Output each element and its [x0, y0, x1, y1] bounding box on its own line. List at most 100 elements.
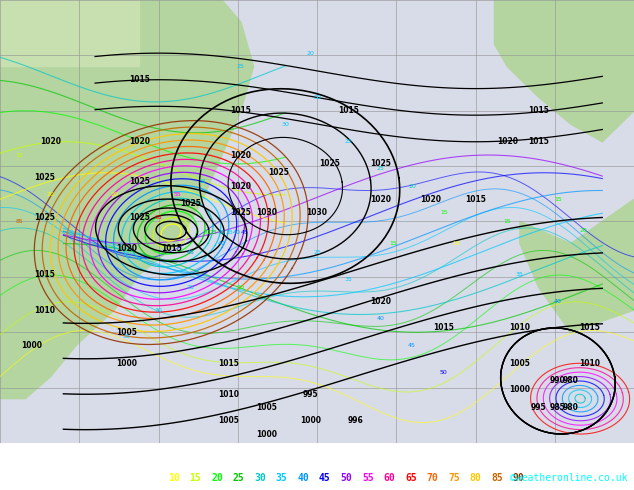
Text: 85: 85: [15, 219, 23, 224]
Text: 85: 85: [491, 473, 503, 483]
Text: Surface pressure [hPa] ECMWF: Surface pressure [hPa] ECMWF: [6, 448, 174, 459]
Text: 1020: 1020: [230, 181, 252, 191]
Text: 45: 45: [240, 230, 248, 235]
Text: 20: 20: [47, 193, 55, 197]
Text: 45: 45: [319, 473, 331, 483]
Text: 1005: 1005: [510, 359, 530, 368]
Text: 990: 990: [550, 376, 566, 386]
Text: 1025: 1025: [34, 172, 55, 182]
Text: 1015: 1015: [34, 270, 55, 279]
Text: 20: 20: [237, 285, 245, 291]
Text: 35: 35: [516, 272, 524, 277]
Text: 1020: 1020: [230, 150, 252, 160]
Text: 10: 10: [168, 473, 180, 483]
Text: 1020: 1020: [370, 195, 391, 204]
Text: 1020: 1020: [40, 137, 61, 146]
Text: 1000: 1000: [300, 416, 321, 425]
Text: 1020: 1020: [370, 297, 391, 306]
Text: 35: 35: [225, 230, 233, 235]
Text: 1025: 1025: [269, 168, 289, 177]
Text: 20: 20: [307, 50, 314, 56]
Text: 70: 70: [427, 473, 439, 483]
Text: 25: 25: [237, 64, 245, 69]
Text: 1015: 1015: [434, 323, 454, 332]
Polygon shape: [520, 199, 634, 332]
Text: 45: 45: [408, 343, 416, 348]
Text: 25: 25: [345, 139, 353, 144]
Text: 1025: 1025: [320, 159, 340, 169]
Text: Tu 28-05-2024 12:00 UTC (00+36): Tu 28-05-2024 12:00 UTC (00+36): [442, 448, 628, 459]
Text: 40: 40: [377, 317, 384, 321]
Text: 1020: 1020: [496, 137, 518, 146]
Text: 20: 20: [202, 230, 210, 235]
Text: 1030: 1030: [256, 208, 277, 217]
Text: 45: 45: [186, 250, 194, 255]
Text: 15: 15: [503, 219, 511, 224]
Text: 1015: 1015: [231, 106, 251, 115]
Text: 1020: 1020: [420, 195, 442, 204]
Text: 1025: 1025: [231, 208, 251, 217]
Text: Isotachs 10m (km/h): Isotachs 10m (km/h): [6, 473, 120, 483]
Text: 25: 25: [210, 230, 217, 235]
Text: 10: 10: [15, 152, 23, 158]
Text: 1010: 1010: [509, 323, 531, 332]
Text: 1025: 1025: [180, 199, 200, 208]
Text: 985: 985: [550, 403, 566, 412]
Text: 20: 20: [579, 228, 587, 233]
Text: 1015: 1015: [529, 106, 549, 115]
Text: 40: 40: [218, 241, 226, 246]
Text: 1005: 1005: [256, 403, 276, 412]
Text: 65: 65: [405, 473, 417, 483]
Text: 35: 35: [345, 276, 353, 282]
Text: 1015: 1015: [339, 106, 359, 115]
Text: 20: 20: [110, 193, 118, 197]
Text: 10: 10: [453, 241, 460, 246]
Text: 35: 35: [276, 473, 288, 483]
Text: 25: 25: [233, 473, 245, 483]
Text: 20: 20: [211, 473, 223, 483]
Text: 1025: 1025: [129, 177, 150, 186]
Text: 995: 995: [303, 390, 318, 399]
Text: 35: 35: [199, 179, 207, 184]
Polygon shape: [495, 0, 634, 142]
Text: 35: 35: [123, 334, 131, 339]
Text: 50: 50: [340, 473, 353, 483]
Text: 30: 30: [155, 308, 162, 313]
Text: 1000: 1000: [256, 430, 277, 439]
Text: 1005: 1005: [117, 328, 137, 337]
Text: 1015: 1015: [129, 75, 150, 84]
Text: 1030: 1030: [306, 208, 328, 217]
Text: 25: 25: [313, 250, 321, 255]
Text: 980: 980: [562, 403, 579, 412]
Text: 996: 996: [347, 416, 363, 425]
Text: 1020: 1020: [116, 244, 138, 252]
Text: ©weatheronline.co.uk: ©weatheronline.co.uk: [510, 473, 628, 483]
Text: 1000: 1000: [116, 359, 138, 368]
Text: 60: 60: [384, 473, 396, 483]
Text: 90: 90: [513, 473, 525, 483]
Polygon shape: [0, 0, 139, 67]
Text: 15: 15: [190, 473, 202, 483]
Text: 80: 80: [470, 473, 482, 483]
Text: 1020: 1020: [129, 137, 150, 146]
Text: 995: 995: [531, 403, 547, 412]
Text: 55: 55: [174, 193, 181, 197]
Text: 30: 30: [281, 122, 289, 126]
Text: 15: 15: [389, 241, 397, 246]
Text: 1015: 1015: [529, 137, 549, 146]
Text: 1015: 1015: [218, 359, 238, 368]
Text: 25: 25: [377, 166, 384, 171]
Text: 1005: 1005: [218, 416, 238, 425]
Polygon shape: [0, 0, 254, 399]
Text: 40: 40: [233, 230, 240, 235]
Text: 40: 40: [297, 473, 309, 483]
Text: 1000: 1000: [509, 385, 531, 394]
Text: 20: 20: [408, 184, 416, 189]
Text: 1015: 1015: [465, 195, 486, 204]
Text: 1015: 1015: [579, 323, 600, 332]
Text: 1025: 1025: [34, 213, 55, 221]
Text: 1010: 1010: [34, 306, 55, 315]
Text: 15: 15: [554, 197, 562, 202]
Text: 1015: 1015: [161, 244, 181, 252]
Text: 75: 75: [448, 473, 460, 483]
